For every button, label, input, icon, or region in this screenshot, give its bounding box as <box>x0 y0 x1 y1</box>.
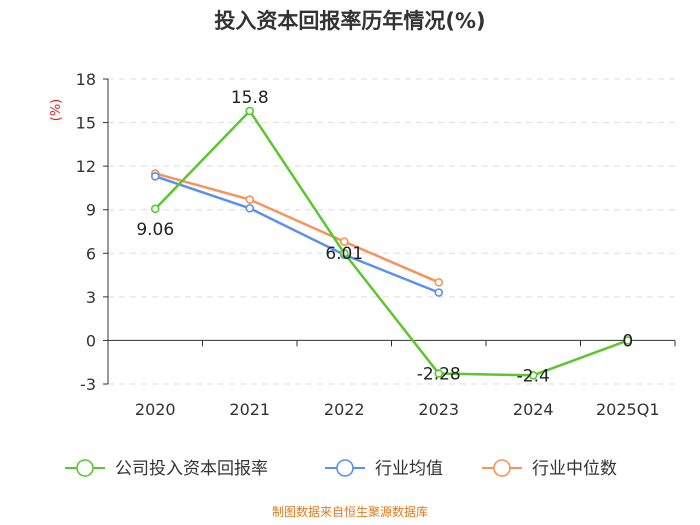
legend-label: 行业中位数 <box>532 459 617 479</box>
legend-item-1[interactable]: 行业均值 <box>325 459 443 479</box>
chart-title: 投入资本回报率历年情况(%) <box>214 9 485 33</box>
data-label: -2.4 <box>517 366 550 386</box>
y-tick-label: 0 <box>86 331 96 350</box>
data-point <box>528 370 538 380</box>
data-labels: 9.06 15.8 6.01 -2.28 -2.4 0 <box>136 88 633 386</box>
data-point <box>150 172 160 181</box>
axes <box>107 79 676 384</box>
legend[interactable]: 公司投入资本回报率 行业均值 行业中位数 <box>65 459 617 479</box>
data-point <box>434 288 444 297</box>
series-line-1 <box>154 175 440 294</box>
x-tick-label: 2021 <box>229 400 270 419</box>
data-label: 0 <box>622 331 633 351</box>
legend-marker <box>76 459 94 477</box>
data-point <box>434 369 444 378</box>
data-label: 6.01 <box>325 244 363 264</box>
legend-item-0[interactable]: 公司投入资本回报率 <box>65 459 268 479</box>
x-tick-label: 2022 <box>324 400 365 419</box>
x-tick-label: 2023 <box>418 400 459 419</box>
data-label: 15.8 <box>231 88 269 108</box>
x-tick-label: 2025Q1 <box>596 400 660 419</box>
series-group <box>150 106 633 380</box>
y-tick-label: 18 <box>76 70 96 89</box>
legend-marker <box>493 459 511 477</box>
data-point <box>339 237 349 246</box>
data-point <box>150 204 160 214</box>
data-point <box>623 336 633 345</box>
y-tick-label: 12 <box>76 157 96 176</box>
data-point <box>245 203 255 213</box>
grid-lines <box>103 78 675 385</box>
y-axis-label: (%) <box>49 99 64 122</box>
data-point <box>245 195 255 204</box>
data-label: -2.28 <box>417 365 461 385</box>
series-line-0 <box>154 109 629 377</box>
data-point <box>245 106 255 116</box>
y-tick-label: 9 <box>86 201 96 220</box>
y-tick-label: -3 <box>80 375 96 394</box>
legend-marker <box>336 459 354 477</box>
y-tick-label: 3 <box>86 288 96 307</box>
legend-label: 公司投入资本回报率 <box>115 459 268 479</box>
x-tick-label: 2024 <box>513 400 554 419</box>
y-tick-label: 6 <box>86 244 96 263</box>
legend-label: 行业均值 <box>375 459 443 479</box>
data-point <box>339 248 349 258</box>
footer-source: 制图数据来自恒生聚源数据库 <box>272 504 428 519</box>
y-tick-labels: 18 15 12 9 6 3 0 -3 <box>76 70 96 394</box>
data-label: 9.06 <box>136 220 174 240</box>
series-line-2 <box>154 172 440 284</box>
x-tick-label: 2020 <box>135 400 176 419</box>
legend-item-2[interactable]: 行业中位数 <box>482 459 617 479</box>
data-point <box>434 278 444 287</box>
x-tick-labels: 2020 2021 2022 2023 2024 2025Q1 <box>135 400 660 419</box>
y-tick-label: 15 <box>76 114 96 133</box>
